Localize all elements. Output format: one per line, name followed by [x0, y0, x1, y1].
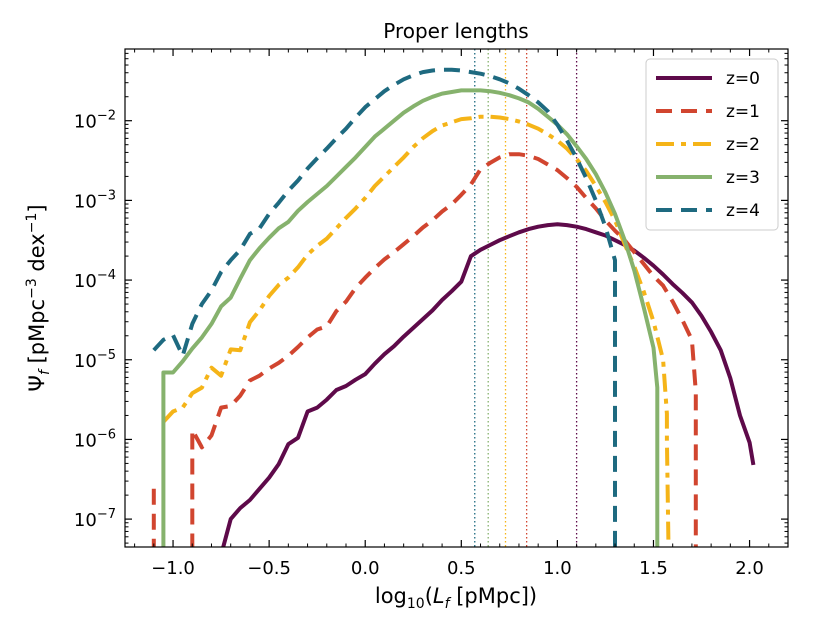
y-tick-label: 10−3: [74, 188, 116, 212]
y-tick-label: 10−5: [74, 348, 116, 372]
x-tick-label: 1.0: [543, 558, 572, 579]
legend: z=0 z=1 z=2 z=3 z=4: [645, 58, 779, 231]
data-series: [151, 67, 756, 547]
legend-label: z=2: [726, 135, 760, 155]
y-tick-label: 10−2: [74, 109, 116, 133]
y-axis-label: Ψf [pMpc−3 dex−1]: [24, 204, 53, 391]
legend-label: z=1: [726, 102, 760, 122]
x-tick-label: 0.0: [351, 558, 380, 579]
x-tick-label: 2.0: [735, 558, 764, 579]
x-tick-label: −1.0: [151, 558, 195, 579]
x-tick-label: 1.5: [639, 558, 668, 579]
x-axis-ticks: −1.0 −0.5 0.0 0.5 1.0 1.5 2.0: [134, 49, 770, 579]
x-axis-label: log10(Lf [pMpc]): [375, 584, 537, 612]
series-line-z0: [221, 222, 756, 547]
y-tick-label: 10−7: [74, 507, 116, 531]
legend-label: z=0: [726, 69, 760, 89]
x-tick-label: −0.5: [247, 558, 291, 579]
legend-label: z=4: [726, 201, 760, 221]
chart-title: Proper lengths: [383, 19, 528, 43]
marker-lines: [474, 49, 578, 547]
y-tick-label: 10−6: [74, 427, 116, 451]
legend-label: z=3: [726, 168, 760, 188]
series-line-z4: [152, 67, 617, 547]
series-line-z2: [161, 114, 671, 547]
y-tick-label: 10−4: [74, 268, 116, 292]
legend-frame: [645, 58, 779, 231]
y-axis-ticks: 10−2 10−3 10−4 10−5 10−6 10−7: [74, 52, 788, 544]
x-tick-label: 0.5: [447, 558, 476, 579]
series-line-z3: [161, 88, 660, 547]
